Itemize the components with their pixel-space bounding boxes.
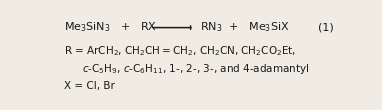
Text: Me$_3$SiN$_3$   +   RX: Me$_3$SiN$_3$ + RX xyxy=(64,20,157,34)
Text: $c$-C$_5$H$_9$, $c$-C$_6$H$_{11}$, 1-, 2-, 3-, and 4-adamantyl: $c$-C$_5$H$_9$, $c$-C$_6$H$_{11}$, 1-, 2… xyxy=(82,62,309,76)
Text: (1): (1) xyxy=(318,22,333,32)
Text: R = ArCH$_2$, CH$_2$CH$=$CH$_2$, CH$_2$CN, CH$_2$CO$_2$Et,: R = ArCH$_2$, CH$_2$CH$=$CH$_2$, CH$_2$C… xyxy=(64,44,296,58)
Text: X = Cl, Br: X = Cl, Br xyxy=(64,81,115,91)
Text: RN$_3$  +   Me$_3$SiX: RN$_3$ + Me$_3$SiX xyxy=(200,20,290,34)
